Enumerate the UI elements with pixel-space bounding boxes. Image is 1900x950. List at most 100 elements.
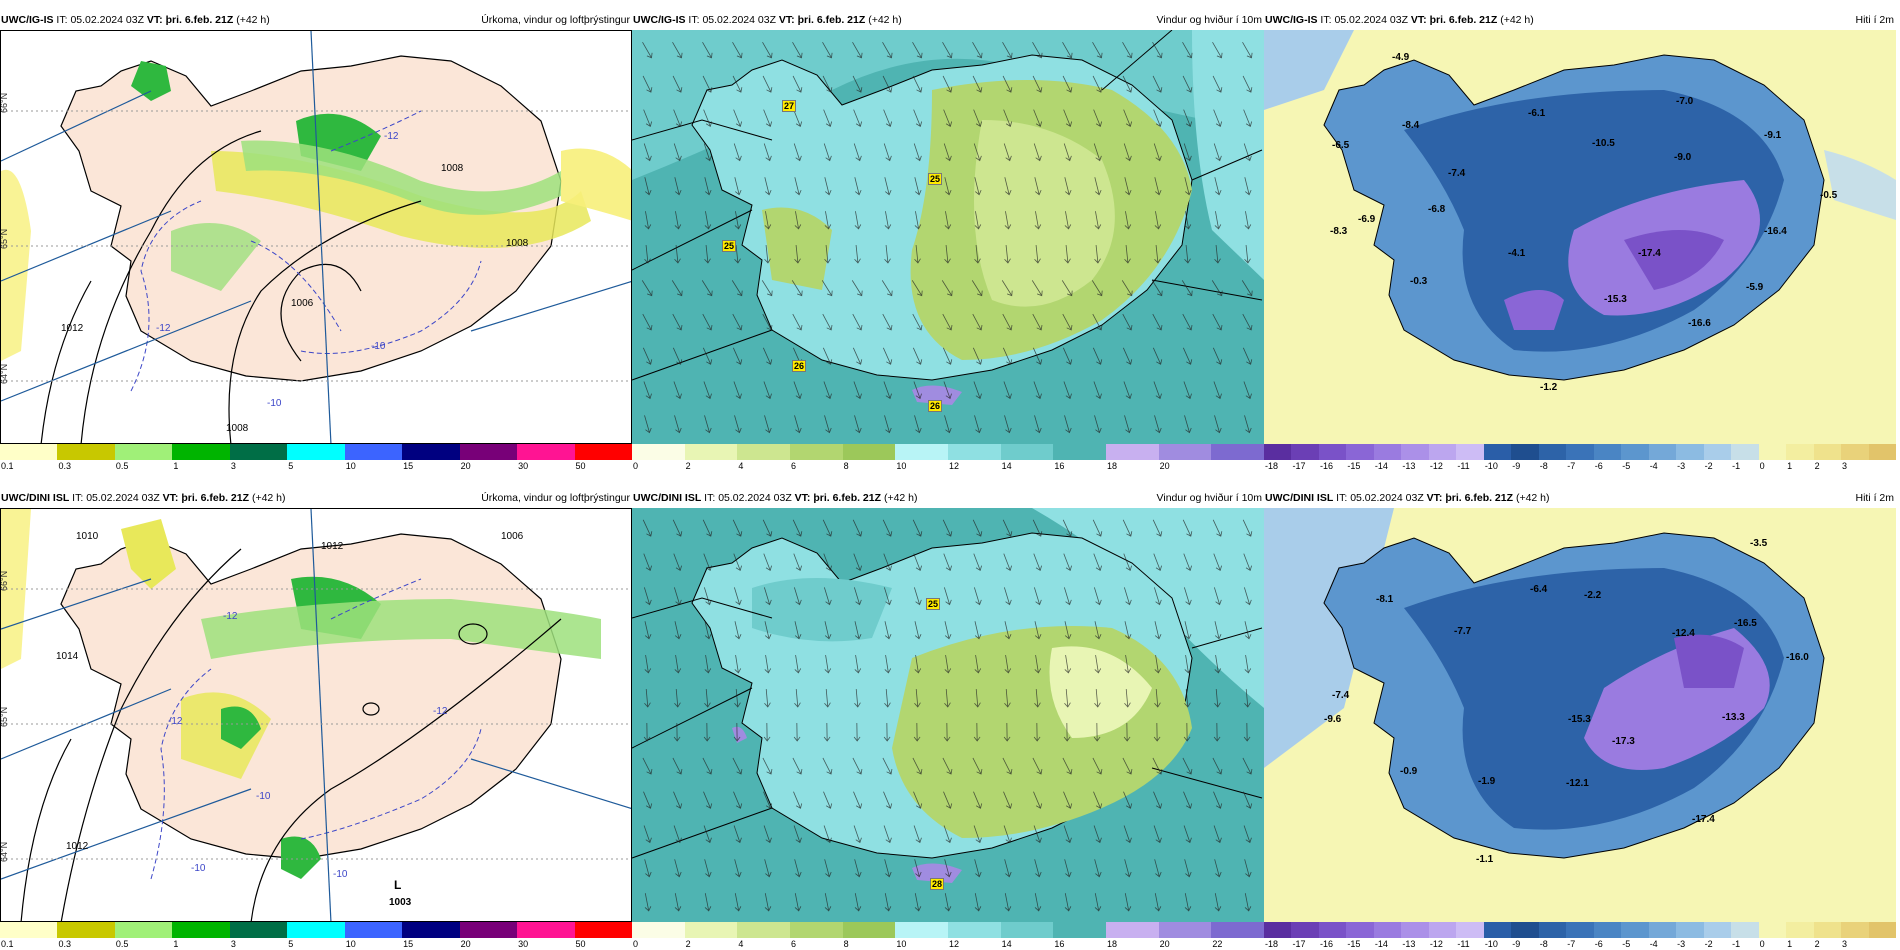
wind-arrow — [733, 143, 742, 162]
precip-map-graphic: 66°N 65°N 64°N 1010 1012 1014 1012 1006 … — [1, 509, 631, 921]
wind-arrow — [1064, 655, 1072, 674]
wind-arrow — [824, 621, 832, 640]
temp-value: -1.2 — [1540, 382, 1558, 393]
wind-arrow — [764, 211, 772, 230]
wind-arrow — [673, 109, 683, 127]
wind-arrow — [644, 245, 651, 264]
wind-arrow — [1244, 893, 1252, 912]
wind-arrow — [704, 688, 711, 708]
wind-arrow — [703, 825, 712, 844]
panel-row1-temp: UWC/IG-IS IT: 05.02.2024 03Z VT: þri. 6.… — [1264, 10, 1897, 471]
colorbar-swatch — [1593, 922, 1622, 938]
temp-contour-label: -12 — [156, 323, 171, 334]
wind-arrow — [1122, 347, 1133, 365]
wind-arrow — [1242, 313, 1253, 331]
wind-arrow — [914, 621, 922, 640]
colorbar-tick-label: -2 — [1704, 939, 1713, 949]
wind-arrow — [884, 211, 892, 230]
precip-map: 66°N 65°N 64°N 1008 1006 1008 1012 1008 … — [0, 30, 632, 444]
temp-value: -16.4 — [1764, 226, 1787, 237]
wind-arrow — [644, 621, 652, 640]
it-value: 05.02.2024 03Z — [1350, 492, 1424, 504]
wind-arrow — [673, 791, 683, 809]
colorbar-swatch — [632, 922, 685, 938]
wind-arrow — [643, 143, 652, 162]
wind-arrow — [943, 381, 952, 400]
wind-arrow — [1183, 553, 1192, 572]
wind-arrow — [1063, 553, 1072, 572]
wind-arrow — [671, 280, 683, 297]
wind-arrow — [1001, 280, 1013, 297]
wind-arrow — [1213, 825, 1222, 844]
colorbar-tick-label: -10 — [1484, 939, 1498, 949]
wind-arrow — [704, 655, 712, 674]
wind-arrow — [944, 415, 952, 434]
panel-header: UWC/IG-IS IT: 05.02.2024 03Z VT: þri. 6.… — [0, 10, 632, 30]
colorbar-tick-label: 4 — [738, 939, 744, 949]
wind-arrow — [793, 109, 803, 127]
wind-arrow — [1004, 893, 1012, 912]
wind-arrow — [1032, 757, 1043, 775]
wind-arrow — [763, 143, 772, 162]
wind-arrow — [824, 211, 832, 230]
wind-arrow — [792, 42, 803, 59]
colorbar-swatch — [1676, 922, 1704, 938]
wind-arrow — [854, 415, 862, 434]
wind-arrow — [644, 859, 652, 878]
colorbar-swatch — [1211, 922, 1265, 938]
wind-arrow — [673, 553, 682, 572]
wind-arrow — [854, 245, 861, 264]
wind-arrow — [912, 313, 923, 331]
temp-value: -5.9 — [1746, 282, 1764, 293]
wind-arrow — [793, 722, 801, 742]
wind-arrow — [973, 381, 982, 400]
wind-arrow — [854, 211, 862, 230]
colorbar-tick-label: 0.5 — [115, 461, 129, 471]
wind-arrow — [883, 587, 892, 606]
colorbar-swatch — [287, 922, 345, 938]
wind-arrow — [853, 143, 862, 162]
colorbar-swatch — [1648, 444, 1677, 460]
temp-map: -3.5 -8.1 -6.4 -2.2 -7.7 -12.4 -16.5 -16… — [1264, 508, 1896, 922]
wind-arrow — [643, 825, 652, 844]
colorbar-tick-label: -14 — [1374, 939, 1388, 949]
wind-arrow — [1214, 893, 1222, 912]
wind-arrow — [914, 211, 922, 230]
panel-title: Úrkoma, vindur og loftþrýstingur — [481, 492, 630, 504]
wind-arrow — [641, 280, 653, 297]
wind-arrow — [1183, 587, 1192, 606]
wind-map-graphic — [632, 30, 1264, 444]
wind-arrow — [1033, 143, 1042, 162]
wind-arrow — [1092, 757, 1103, 775]
vt-label: VT: — [794, 492, 811, 504]
wind-arrow — [1211, 280, 1223, 297]
colorbar-tick-label: 2 — [685, 461, 691, 471]
colorbar-swatch — [459, 922, 518, 938]
wind-arrow — [1033, 553, 1042, 572]
wind-arrow — [733, 722, 741, 742]
wind-arrow — [973, 587, 982, 606]
colorbar-swatch — [1211, 444, 1265, 460]
colorbar-tick-label: -15 — [1347, 461, 1361, 471]
wind-arrow — [853, 791, 863, 809]
temp-value: -1.1 — [1476, 854, 1494, 865]
colorbar-swatch — [1731, 444, 1759, 460]
colorbar-tick-label: 14 — [1001, 939, 1012, 949]
colorbar-tick-label: -16 — [1319, 461, 1333, 471]
wind-arrow — [674, 688, 681, 708]
colorbar-swatch — [1703, 444, 1732, 460]
colorbar-tick-label: 2 — [1814, 939, 1820, 949]
isobar-label: 1006 — [501, 531, 524, 542]
isobar-label: 1014 — [56, 651, 79, 662]
colorbar-tick-label: -18 — [1265, 939, 1279, 949]
temp-contour-label: -10 — [371, 341, 386, 352]
wind-arrow — [942, 519, 953, 537]
wind-arrow — [1033, 791, 1043, 809]
colorbar-swatch — [229, 922, 288, 938]
colorbar-tick-label: -17 — [1292, 939, 1306, 949]
wind-arrow — [913, 722, 921, 742]
panel-title: Vindur og hviður í 10m — [1156, 14, 1262, 26]
wind-arrow — [1184, 621, 1192, 640]
colorbar-swatch — [1511, 922, 1539, 938]
temp-value: -17.4 — [1638, 248, 1661, 259]
